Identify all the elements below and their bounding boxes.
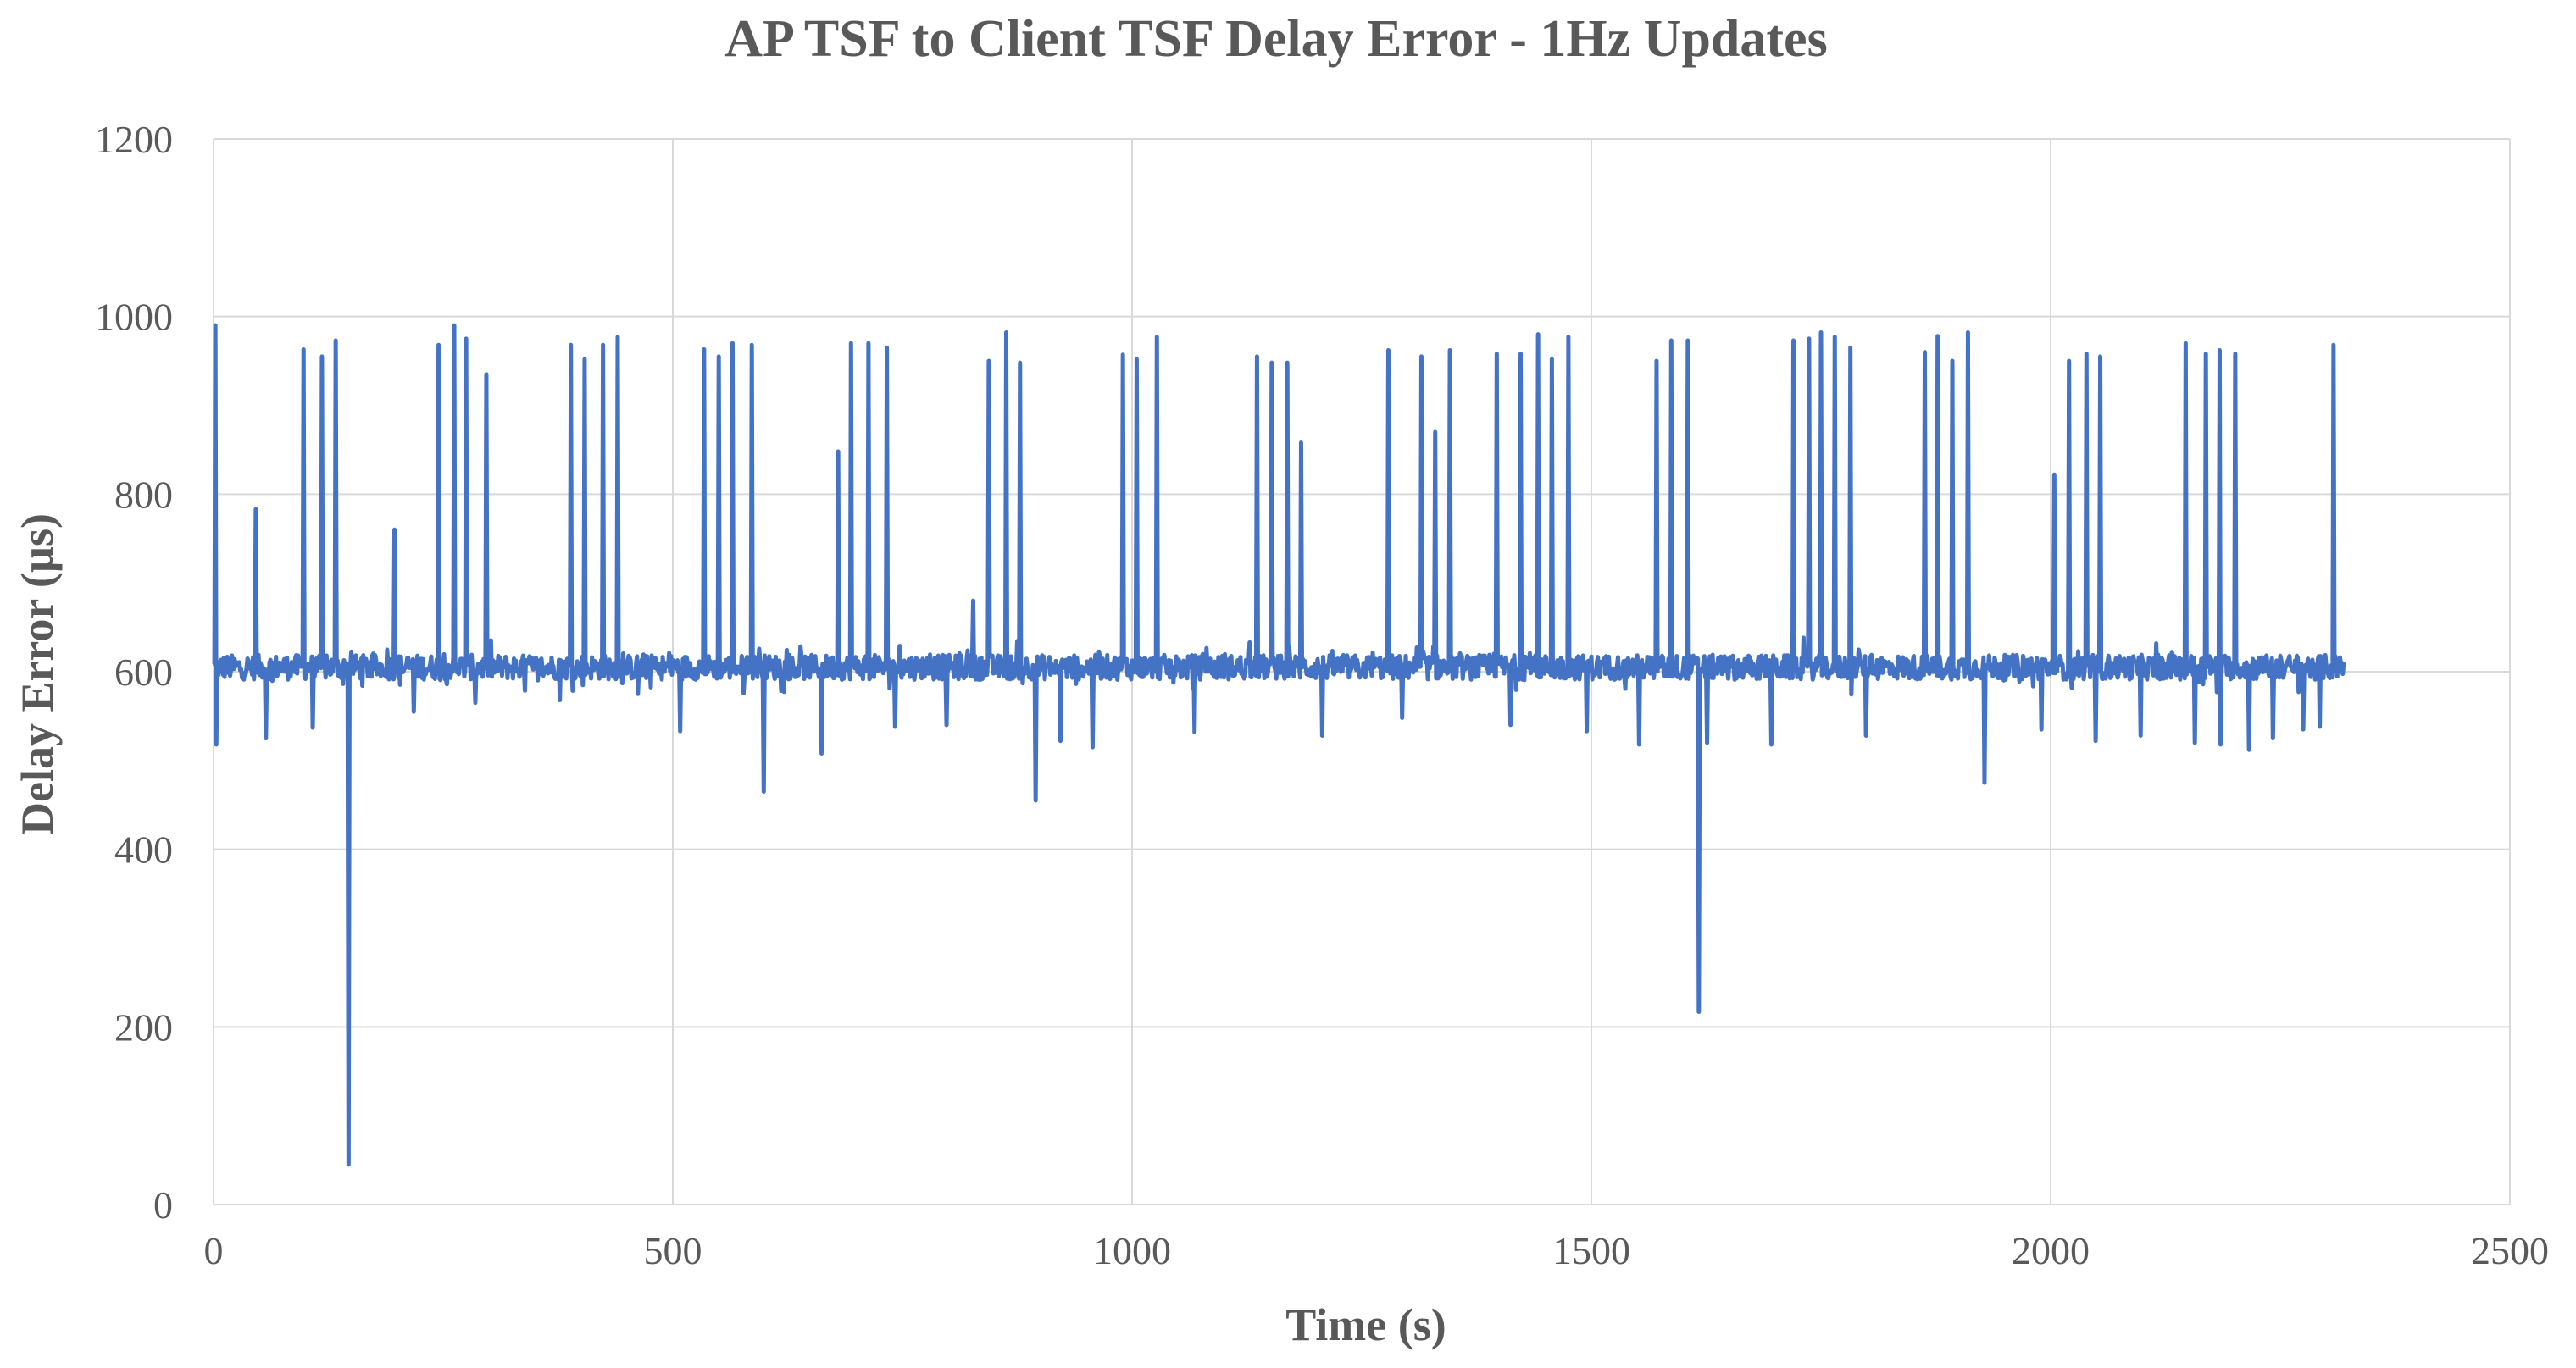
chart-title: AP TSF to Client TSF Delay Error - 1Hz U… bbox=[724, 10, 1827, 68]
x-axis-ticks: 0 500 1000 1500 2000 2500 bbox=[204, 1229, 2550, 1272]
x-tick-label: 1500 bbox=[1552, 1229, 1630, 1272]
x-axis-title: Time (s) bbox=[1285, 1299, 1446, 1350]
y-tick-label: 0 bbox=[153, 1183, 173, 1227]
x-tick-label: 2500 bbox=[2471, 1229, 2549, 1272]
y-tick-label: 1200 bbox=[95, 118, 173, 161]
delay-error-series-line bbox=[212, 323, 2346, 1167]
y-tick-label: 400 bbox=[114, 828, 173, 872]
series-layer bbox=[212, 323, 2346, 1167]
y-tick-label: 200 bbox=[114, 1005, 173, 1049]
x-tick-label: 2000 bbox=[2012, 1229, 2090, 1272]
y-tick-label: 800 bbox=[114, 473, 173, 516]
x-tick-label: 500 bbox=[644, 1229, 702, 1272]
x-tick-label: 0 bbox=[204, 1229, 224, 1272]
x-tick-label: 1000 bbox=[1093, 1229, 1171, 1272]
grid-lines bbox=[213, 138, 2511, 1205]
y-axis-ticks: 0 200 400 600 800 1000 1200 bbox=[95, 118, 173, 1227]
y-tick-label: 600 bbox=[114, 651, 173, 694]
y-tick-label: 1000 bbox=[95, 296, 173, 339]
y-axis-title: Delay Error (µs) bbox=[12, 513, 63, 835]
